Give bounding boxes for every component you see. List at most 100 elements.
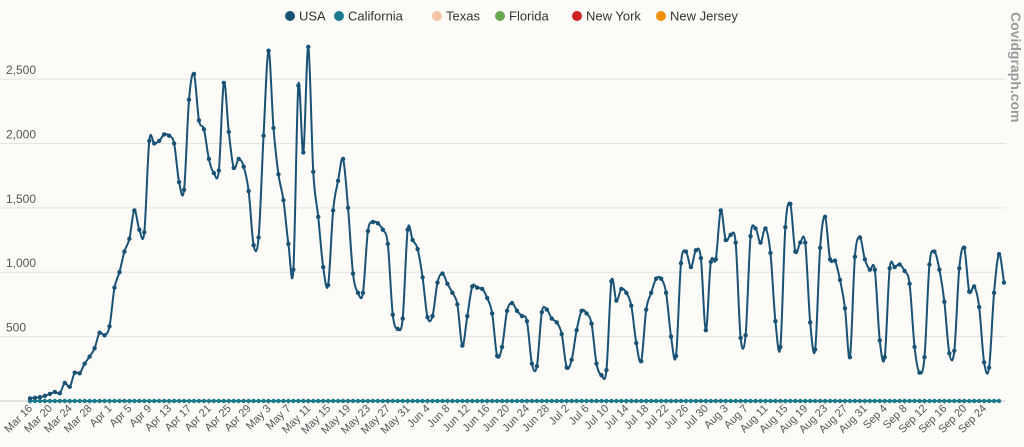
data-point[interactable] [132,398,137,404]
data-point[interactable] [395,398,400,404]
data-point[interactable] [226,129,231,135]
data-point[interactable] [470,284,475,289]
data-point[interactable] [157,398,162,404]
data-point[interactable] [574,398,579,404]
data-point[interactable] [947,398,952,404]
data-point[interactable] [768,250,773,256]
data-point[interactable] [72,370,77,375]
data-point[interactable] [494,398,500,404]
data-point[interactable] [211,398,217,404]
data-point[interactable] [27,396,33,401]
data-point[interactable] [489,398,495,404]
data-point[interactable] [604,398,609,404]
data-point[interactable] [877,398,882,404]
data-point[interactable] [594,361,599,366]
data-point[interactable] [862,257,868,262]
data-point[interactable] [147,138,152,144]
data-point[interactable] [316,214,321,220]
data-point[interactable] [991,290,997,296]
data-point[interactable] [817,245,823,250]
data-point[interactable] [147,398,152,404]
data-point[interactable] [564,398,569,404]
data-point[interactable] [728,398,733,404]
data-point[interactable] [693,248,699,253]
data-point[interactable] [887,266,892,271]
data-point[interactable] [475,398,480,404]
data-point[interactable] [519,313,525,319]
data-point[interactable] [504,398,510,404]
data-point[interactable] [360,398,366,404]
data-point[interactable] [668,334,674,339]
data-point[interactable] [658,276,664,281]
data-point[interactable] [708,398,714,404]
data-point[interactable] [778,344,783,350]
data-point[interactable] [365,398,371,404]
data-point[interactable] [648,290,654,296]
data-point[interactable] [47,398,53,404]
data-point[interactable] [375,398,381,404]
data-point[interactable] [236,398,241,404]
data-point[interactable] [171,398,177,404]
data-point[interactable] [484,295,490,301]
legend-item-new-jersey[interactable]: New Jersey [656,9,738,24]
data-point[interactable] [62,380,67,386]
data-point[interactable] [355,290,361,296]
data-point[interactable] [460,398,465,404]
data-point[interactable] [524,318,530,324]
data-point[interactable] [330,208,336,213]
data-point[interactable] [301,398,306,404]
data-point[interactable] [827,398,833,404]
data-point[interactable] [296,83,301,88]
data-point[interactable] [350,398,356,404]
data-point[interactable] [514,398,520,404]
data-point[interactable] [350,271,356,276]
data-point[interactable] [927,398,932,404]
data-point[interactable] [181,398,187,404]
data-point[interactable] [803,240,808,245]
data-point[interactable] [544,307,550,312]
data-point[interactable] [480,286,485,292]
data-point[interactable] [72,398,77,404]
data-point[interactable] [783,398,788,404]
data-point[interactable] [261,398,266,404]
data-point[interactable] [216,398,222,404]
data-point[interactable] [127,398,132,404]
data-point[interactable] [768,398,773,404]
data-point[interactable] [892,398,897,404]
data-point[interactable] [693,398,699,404]
data-point[interactable] [142,230,147,235]
data-point[interactable] [559,331,564,337]
data-point[interactable] [186,97,192,102]
data-point[interactable] [554,398,559,404]
data-point[interactable] [976,304,982,310]
data-point[interactable] [753,398,758,404]
data-point[interactable] [604,367,609,373]
data-point[interactable] [698,398,704,404]
data-point[interactable] [181,187,187,193]
data-point[interactable] [917,370,922,375]
data-point[interactable] [251,242,256,248]
data-point[interactable] [509,300,515,306]
data-point[interactable] [549,316,554,321]
data-point[interactable] [425,398,430,404]
legend-item-new-york[interactable]: New York [572,9,641,24]
data-point[interactable] [837,398,843,404]
data-point[interactable] [206,156,212,162]
data-point[interactable] [773,398,778,404]
data-point[interactable] [455,302,460,307]
data-point[interactable] [281,197,286,203]
data-point[interactable] [763,226,768,231]
data-point[interactable] [157,138,162,144]
data-point[interactable] [778,398,783,404]
data-point[interactable] [1001,280,1007,285]
data-point[interactable] [981,360,987,365]
data-point[interactable] [902,398,907,404]
data-point[interactable] [320,398,326,404]
data-point[interactable] [77,371,82,376]
data-point[interactable] [291,398,296,404]
data-point[interactable] [971,398,977,404]
data-point[interactable] [271,398,276,404]
data-point[interactable] [763,398,768,404]
data-point[interactable] [986,365,992,370]
data-point[interactable] [92,346,97,351]
